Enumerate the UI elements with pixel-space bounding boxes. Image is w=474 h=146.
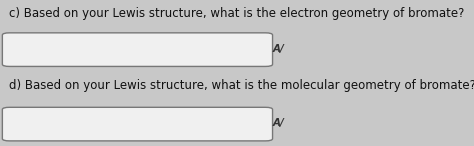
Text: A/: A/ [273, 118, 284, 128]
Text: d) Based on your Lewis structure, what is the molecular geometry of bromate?: d) Based on your Lewis structure, what i… [9, 79, 474, 92]
Text: A/: A/ [273, 44, 284, 54]
FancyBboxPatch shape [2, 33, 273, 66]
FancyBboxPatch shape [2, 107, 273, 141]
Text: c) Based on your Lewis structure, what is the electron geometry of bromate?: c) Based on your Lewis structure, what i… [9, 7, 465, 20]
